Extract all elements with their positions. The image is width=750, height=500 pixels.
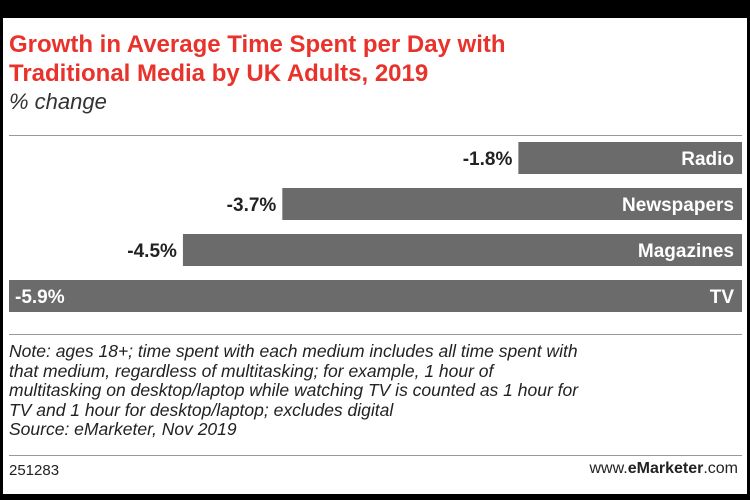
footer-divider	[9, 455, 742, 456]
brand-link[interactable]: www.eMarketer.com	[589, 460, 738, 478]
note-divider	[9, 334, 742, 335]
note-line-1: Note: ages 18+; time spent with each med…	[9, 341, 578, 361]
category-label-radio: Radio	[681, 149, 734, 170]
chart-note: Note: ages 18+; time spent with each med…	[9, 341, 744, 440]
note-line-2: that medium, regardless of multitasking;…	[9, 360, 494, 381]
chart-title-line-2: Traditional Media by UK Adults, 2019	[9, 60, 429, 87]
source-line: Source: eMarketer, Nov 2019	[9, 419, 237, 439]
left-border	[0, 0, 3, 500]
chart-subtitle: % change	[9, 89, 107, 114]
chart-title: Growth in Average Time Spent per Day wit…	[9, 30, 729, 88]
bar-tv	[9, 280, 742, 312]
right-border	[747, 0, 750, 500]
top-divider	[9, 135, 742, 136]
brand-prefix: www.	[589, 460, 628, 477]
value-label-radio: -1.8%	[463, 149, 513, 170]
chart-title-line-1: Growth in Average Time Spent per Day wit…	[9, 31, 506, 58]
brand-suffix: .com	[703, 460, 738, 477]
value-label-newspapers: -3.7%	[227, 195, 277, 216]
top-border	[0, 0, 750, 18]
note-line-3: multitasking on desktop/laptop while wat…	[9, 380, 579, 400]
bar-radio	[518, 142, 742, 174]
category-label-newspapers: Newspapers	[622, 195, 734, 216]
bottom-border	[0, 494, 750, 500]
bar-newspapers	[282, 188, 742, 220]
brand-name: eMarketer	[627, 460, 704, 477]
value-label-magazines: -4.5%	[127, 241, 177, 262]
bar-chart: Radio -1.8% Newspapers -3.7% Magazines -4.5% T…	[9, 142, 743, 312]
bar-magazines	[182, 234, 743, 266]
value-label-tv: -5.9%	[15, 287, 65, 308]
category-label-tv: TV	[710, 287, 735, 308]
category-label-magazines: Magazines	[638, 241, 734, 262]
note-line-4: TV and 1 hour for desktop/laptop; exclud…	[9, 399, 394, 420]
chart-id: 251283	[9, 462, 60, 479]
